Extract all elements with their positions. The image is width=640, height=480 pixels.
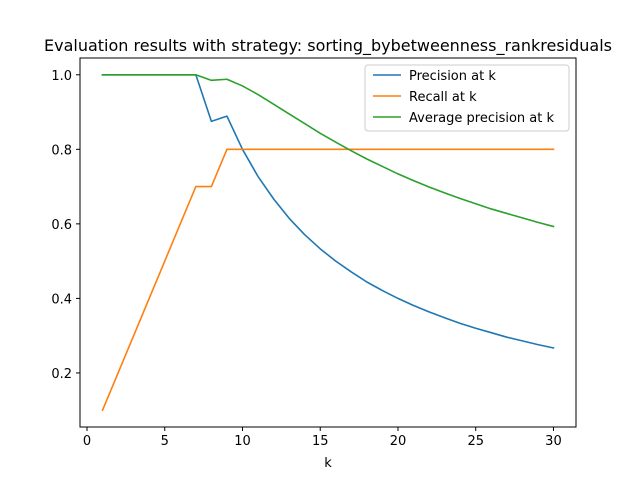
x-tick-label: 15 [312,434,329,449]
legend-label: Precision at k [409,69,496,84]
y-tick-label: 0.2 [51,367,72,382]
y-tick-label: 1.0 [51,69,72,84]
y-tick-label: 0.6 [51,218,72,233]
legend-box [364,64,570,132]
y-tick-label: 0.4 [51,292,72,307]
x-tick-label: 10 [234,434,251,449]
series-line-average-precision-at-k [101,73,555,228]
x-tick-label: 20 [390,434,407,449]
chart-title: Evaluation results with strategy: sortin… [44,36,612,56]
legend-label: Average precision at k [409,111,554,126]
y-tick-label: 0.8 [51,143,72,158]
legend-label: Recall at k [409,90,477,105]
x-tick-label: 25 [467,434,484,449]
plot-frame [79,57,577,428]
legend: Precision at k Recall at k Average precisi… [364,64,570,132]
x-tick-label: 5 [161,434,169,449]
x-axis: 0 5 10 15 20 25 30 [83,427,562,449]
series-group [101,73,555,412]
x-tick-label: 30 [545,434,562,449]
x-axis-label: k [324,456,332,471]
y-axis: 0.2 0.4 0.6 0.8 1.0 [51,69,80,382]
x-tick-label: 0 [83,434,91,449]
series-line-recall-at-k [101,148,555,412]
